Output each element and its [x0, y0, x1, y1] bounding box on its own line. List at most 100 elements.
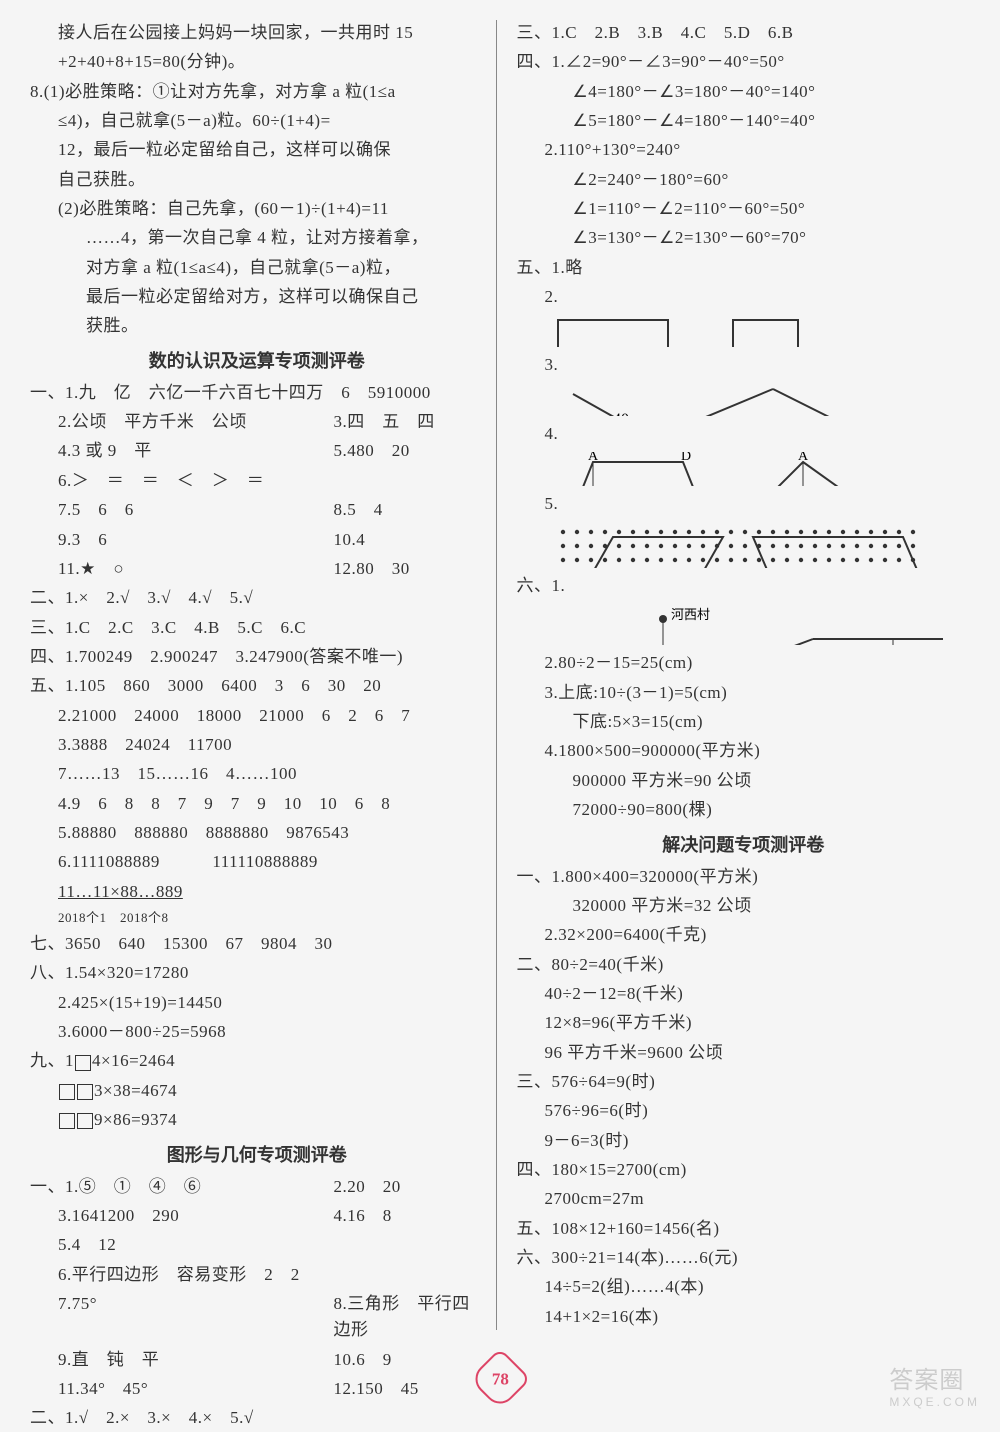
text-line: 2.32×200=6400(千克) [517, 922, 971, 948]
text-line: 四、1.∠2=90°－∠3=90°－40°=50° [517, 49, 971, 75]
left-column: 接人后在公园接上妈妈一块回家，一共用时 15 +2+40+8+15=80(分钟)… [30, 20, 497, 1330]
text-line: 自己获胜。 [30, 167, 484, 193]
text-line: 一、1.⑤ ① ④ ⑥ [30, 1174, 334, 1200]
text-line: 12.150 45 [334, 1376, 484, 1402]
text-line: 五、1.105 860 3000 6400 3 6 30 20 [30, 673, 484, 699]
watermark-sub: MXQE.COM [889, 1395, 980, 1409]
text-line: 5.88880 888880 8888880 9876543 [30, 820, 484, 846]
text-line: (2)必胜策略：自己先拿，(60－1)÷(1+4)=11 [30, 196, 484, 222]
text-line: 6.1111088889 111110888889 [30, 849, 484, 875]
text-line: 一、1.800×400=320000(平方米) [517, 864, 971, 890]
right-column: 三、1.C 2.B 3.B 4.C 5.D 6.B 四、1.∠2=90°－∠3=… [517, 20, 971, 1330]
text-line: 4.1800×500=900000(平方米) [517, 738, 971, 764]
text-line: 对方拿 a 粒(1≤a≤4)，自己就拿(5－a)粒， [30, 255, 484, 281]
text-line: 12.80 30 [334, 556, 484, 582]
text-line: 4.9 6 8 8 7 9 7 9 10 10 6 8 [30, 791, 484, 817]
text-line: 2.110°+130°=240° [517, 137, 971, 163]
text-line: ∠2=240°－180°=60° [517, 167, 971, 193]
figure-label: 3. [517, 352, 971, 378]
text-line: 6.平行四边形 容易变形 2 2 [30, 1262, 484, 1288]
text-line: 8.(1)必胜策略：①让对方先拿，对方拿 a 粒(1≤a [30, 79, 484, 105]
text-line: 12，最后一粒必定留给自己，这样可以确保 [30, 137, 484, 163]
page-columns: 接人后在公园接上妈妈一块回家，一共用时 15 +2+40+8+15=80(分钟)… [30, 20, 970, 1330]
text-line: 3.上底:10÷(3－1)=5(cm) [517, 680, 971, 706]
text-line: 二、1.√ 2.× 3.× 4.× 5.√ [30, 1405, 484, 1431]
text-line: 一、1.九 亿 六亿一千六百七十四万 6 5910000 [30, 380, 484, 406]
text-line: 2.425×(15+19)=14450 [30, 990, 484, 1016]
text-line: 接人后在公园接上妈妈一块回家，一共用时 15 [30, 20, 484, 46]
angle-value: 40 [613, 411, 629, 416]
text-line: 6.＞ ＝ ＝ ＜ ＞ ＝ [30, 468, 484, 494]
text-line: 3.6000－800÷25=5968 [30, 1019, 484, 1045]
text-line: 四、180×15=2700(cm) [517, 1157, 971, 1183]
text-line: 9.直 钝 平 [30, 1347, 334, 1373]
svg-text:D: D [681, 452, 691, 464]
section-title: 解决问题专项测评卷 [517, 831, 971, 857]
text-line: 3×38=4674 [30, 1078, 484, 1104]
figure-label: 六、1. [517, 573, 971, 599]
text-line: 2018个1 2018个8 [30, 908, 484, 928]
svg-text:A: A [798, 452, 809, 464]
text-line: 320000 平方米=32 公顷 [517, 893, 971, 919]
figure-rectangles [553, 315, 853, 347]
section-title: 图形与几何专项测评卷 [30, 1141, 484, 1167]
text-line: +2+40+8+15=80(分钟)。 [30, 49, 484, 75]
text-line: 10.6 9 [334, 1347, 484, 1373]
text-line: 四、1.700249 2.900247 3.247900(答案不唯一) [30, 644, 484, 670]
text-line: 7……13 15……16 4……100 [30, 761, 484, 787]
text-line: 12×8=96(平方千米) [517, 1010, 971, 1036]
figure-label: 5. [517, 491, 971, 517]
text-line: ∠3=130°－∠2=130°－60°=70° [517, 225, 971, 251]
text-line: 4.16 8 [334, 1203, 484, 1229]
text-line: 五、108×12+160=1456(名) [517, 1216, 971, 1242]
text-line: 5.480 20 [334, 438, 484, 464]
text-line: 九、14×16=2464 [30, 1048, 484, 1074]
svg-text:河西村: 河西村 [671, 607, 710, 622]
text-line: 11.34° 45° [30, 1376, 334, 1402]
text-line: 9－6=3(时) [517, 1128, 971, 1154]
text-line: 11…11×88…889 [30, 879, 484, 905]
text-line: 三、576÷64=9(时) [517, 1069, 971, 1095]
text-line: 72000÷90=800(棵) [517, 797, 971, 823]
text-line: 2700cm=27m [517, 1186, 971, 1212]
text-line: ∠1=110°－∠2=110°－60°=50° [517, 196, 971, 222]
text-line: 3.四 五 四 [334, 409, 484, 435]
text-line: 八、1.54×320=17280 [30, 960, 484, 986]
figure-angle: 40 [553, 384, 873, 416]
text-line: 14÷5=2(组)……4(本) [517, 1274, 971, 1300]
text-line: 4.3 或 9 平 [30, 438, 334, 464]
text-line: 576÷96=6(时) [517, 1098, 971, 1124]
text-line: 7.75° [30, 1291, 334, 1344]
text-line: 2.80÷2－15=25(cm) [517, 650, 971, 676]
text-line: 七、3650 640 15300 67 9804 30 [30, 931, 484, 957]
text-line: ≤4)，自己就拿(5－a)粒。60÷(1+4)= [30, 108, 484, 134]
figure-quadrilaterals: AD BC A BC [553, 452, 913, 486]
text-line: 9×86=9374 [30, 1107, 484, 1133]
text-line: 8.5 4 [334, 497, 484, 523]
text-line: 10.4 [334, 527, 484, 553]
text-line: 8.三角形 平行四边形 [334, 1291, 484, 1344]
section-title: 数的认识及运算专项测评卷 [30, 347, 484, 373]
watermark-main: 答案圈 [889, 1367, 964, 1394]
page-number: 78 [492, 1369, 509, 1389]
text-line: 2.21000 24000 18000 21000 6 2 6 7 [30, 703, 484, 729]
text-line: 5.4 12 [30, 1232, 484, 1258]
text-line: 2.20 20 [334, 1174, 484, 1200]
text-line: 3.3888 24024 11700 [30, 732, 484, 758]
text-line: 900000 平方米=90 公顷 [517, 768, 971, 794]
text-line: 获胜。 [30, 313, 484, 339]
text-line: 96 平方千米=9600 公顷 [517, 1040, 971, 1066]
text-line: ∠4=180°－∠3=180°－40°=140° [517, 79, 971, 105]
figure-dotgrid [553, 522, 953, 568]
svg-text:A: A [588, 452, 599, 464]
watermark: 答案圈 MXQE.COM [889, 1360, 980, 1409]
text-line: 三、1.C 2.C 3.C 4.B 5.C 6.C [30, 615, 484, 641]
text-line: 最后一粒必定留给对方，这样可以确保自己 [30, 284, 484, 310]
text-line: 三、1.C 2.B 3.B 4.C 5.D 6.B [517, 20, 971, 46]
text-line: 二、80÷2=40(千米) [517, 952, 971, 978]
text-line: 7.5 6 6 [30, 497, 334, 523]
text-line: 14+1×2=16(本) [517, 1304, 971, 1330]
text-line: 3.1641200 290 [30, 1203, 334, 1229]
text-line: 五、1.略 [517, 255, 971, 281]
text-line: 9.3 6 [30, 527, 334, 553]
